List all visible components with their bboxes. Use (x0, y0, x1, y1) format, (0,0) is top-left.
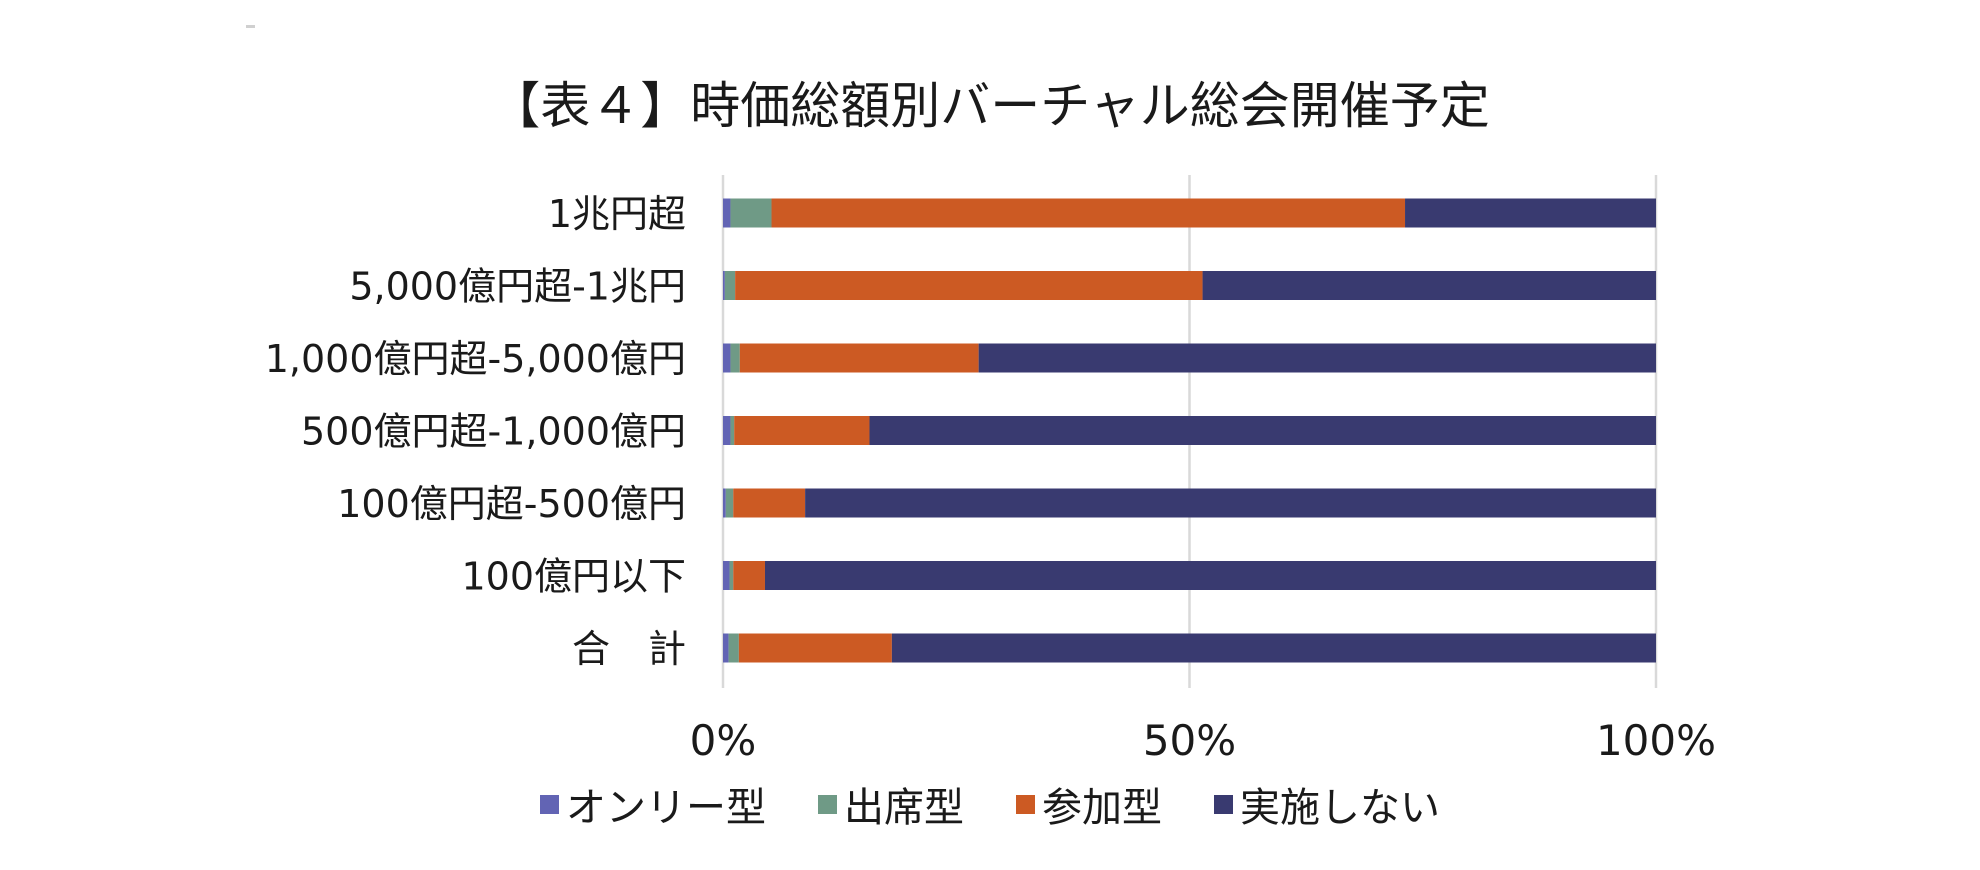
category-label: 100億円以下 (461, 555, 686, 599)
legend-label-participation: 参加型 (1042, 785, 1162, 831)
legend-swatch-participation (1016, 794, 1035, 814)
x-tick-label: 50% (1143, 716, 1236, 765)
category-label: 500億円超-1,000億円 (301, 410, 686, 454)
bar-segment (771, 198, 1406, 228)
category-label: 100億円超-500億円 (337, 482, 686, 526)
bar-segment (723, 416, 731, 445)
category-label: 合 計 (572, 627, 686, 671)
legend-item-only: オンリー型 (540, 775, 766, 833)
bar-segment (735, 271, 1203, 300)
bar-segment (739, 343, 979, 373)
bar-segment (730, 343, 740, 373)
bar-segment (734, 416, 870, 445)
bar-segment (1405, 198, 1656, 228)
bar-segment (723, 343, 731, 373)
bar-segment (723, 633, 729, 663)
category-label: 5,000億円超-1兆円 (349, 265, 686, 309)
bar-segment (723, 561, 730, 590)
bar-segment (805, 488, 1656, 518)
bar-segment (723, 488, 726, 518)
bar-segment (733, 561, 765, 590)
bar-segment (978, 343, 1656, 373)
bar-segment (729, 561, 734, 590)
legend-label-attendance: 出席型 (844, 785, 964, 831)
legend-swatch-only (540, 794, 559, 814)
category-label: 1兆円超 (548, 192, 686, 236)
bar-segment (724, 271, 736, 300)
legend: オンリー型 出席型 参加型 実施しない (0, 775, 1980, 833)
bar-segment (1202, 271, 1656, 300)
bar-segment (730, 416, 735, 445)
bar-segment (891, 633, 1656, 663)
legend-swatch-attendance (818, 794, 837, 814)
bar-segment (723, 271, 725, 300)
corner-mark (246, 25, 255, 28)
legend-item-attendance: 出席型 (818, 775, 964, 833)
x-tick-label: 0% (690, 716, 757, 765)
legend-item-none: 実施しない (1214, 775, 1440, 833)
bar-segment (764, 561, 1656, 590)
legend-swatch-none (1214, 794, 1233, 814)
legend-label-none: 実施しない (1240, 785, 1440, 831)
bar-segment (733, 488, 806, 518)
bar-segment (869, 416, 1656, 445)
bar-segment (725, 488, 734, 518)
bar-segment (738, 633, 892, 663)
category-label: 1,000億円超-5,000億円 (265, 337, 686, 381)
bar-segment (730, 198, 772, 228)
bar-segment (728, 633, 739, 663)
legend-label-only: オンリー型 (566, 785, 766, 831)
bar-segment (723, 198, 731, 228)
chart-title: 【表４】時価総額別バーチャル総会開催予定 (490, 77, 1490, 135)
x-tick-label: 100% (1596, 716, 1716, 765)
legend-item-participation: 参加型 (1016, 775, 1162, 833)
